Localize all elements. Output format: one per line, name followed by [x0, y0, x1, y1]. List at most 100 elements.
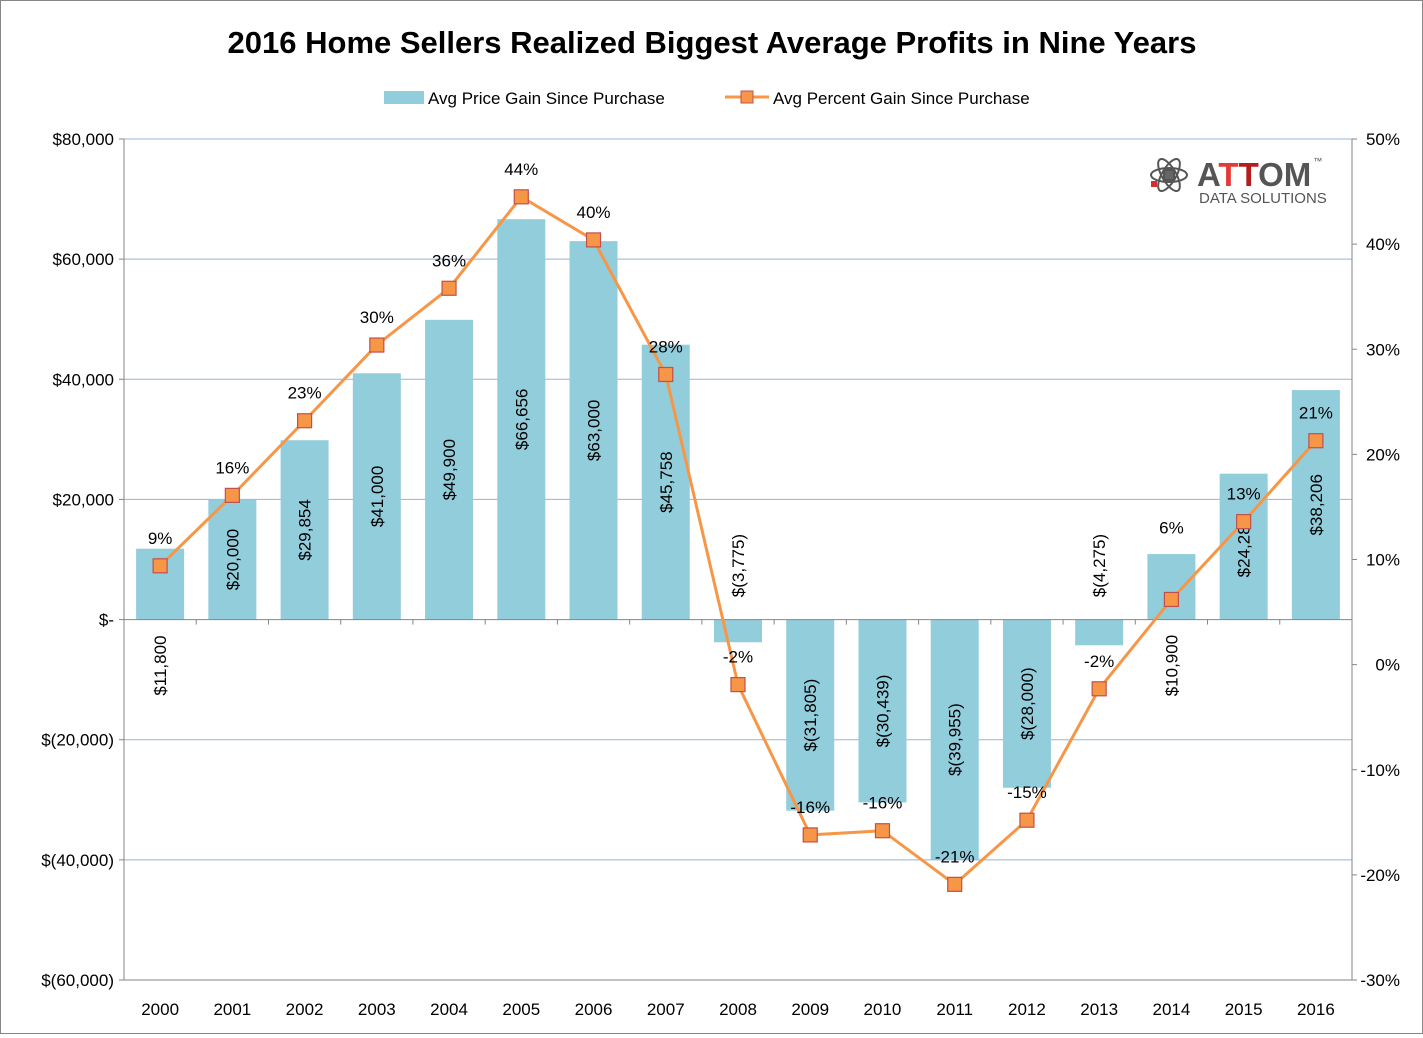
chart-title: 2016 Home Sellers Realized Biggest Avera… — [228, 25, 1197, 60]
bar-2010 — [858, 619, 907, 803]
percent-marker-2001 — [224, 487, 240, 503]
percent-label: 21% — [1299, 404, 1333, 423]
percent-label: -21% — [935, 847, 975, 866]
percent-label: 44% — [504, 160, 538, 179]
legend-label-line: Avg Percent Gain Since Purchase — [773, 89, 1030, 108]
bar-2004 — [425, 319, 474, 620]
bar-value-label: $(30,439) — [873, 675, 892, 748]
percent-label: -2% — [723, 648, 753, 667]
bar-2006 — [569, 241, 618, 620]
bar-2012 — [1002, 619, 1051, 788]
percent-marker-2006 — [585, 232, 602, 248]
percent-marker-2013 — [1091, 681, 1107, 697]
bar-2016 — [1291, 390, 1340, 620]
percent-marker-2009 — [802, 827, 818, 843]
right-tick-label: -20% — [1360, 866, 1400, 885]
x-tick-label: 2009 — [791, 1000, 829, 1019]
percent-label: 9% — [148, 529, 173, 548]
x-tick-label: 2015 — [1225, 1000, 1263, 1019]
percent-label: 23% — [288, 384, 322, 403]
x-tick-label: 2011 — [936, 1000, 973, 1019]
percent-label: 16% — [215, 458, 249, 477]
bar-value-label: $20,000 — [223, 529, 242, 590]
x-tick-label: 2005 — [502, 1000, 540, 1019]
percent-label: 6% — [1159, 518, 1184, 537]
right-tick-label: 20% — [1366, 445, 1400, 464]
attom-logo: ATTOM ™ DATA SOLUTIONS — [1150, 156, 1327, 207]
percent-marker-2011 — [947, 876, 963, 892]
bar-value-label: $(4,275) — [1090, 534, 1109, 597]
x-tick-label: 2006 — [575, 1000, 613, 1019]
percent-label: -16% — [790, 798, 830, 817]
percent-marker-2016 — [1308, 433, 1324, 449]
bar-2013 — [1075, 619, 1124, 646]
x-tick-label: 2002 — [286, 1000, 324, 1019]
percent-marker-2002 — [296, 413, 313, 429]
percent-label: -2% — [1084, 652, 1114, 671]
bar-value-label: $38,206 — [1307, 474, 1326, 535]
percent-label: 40% — [577, 203, 611, 222]
right-tick-label: 10% — [1366, 551, 1400, 570]
bar-value-label: $10,900 — [1162, 635, 1181, 696]
right-tick-label: 40% — [1366, 235, 1400, 254]
left-tick-label: $(20,000) — [41, 731, 114, 750]
bar-2005 — [497, 219, 546, 620]
percent-label: 28% — [649, 337, 683, 356]
percent-marker-2010 — [874, 823, 891, 839]
bar-value-label: $11,800 — [151, 635, 170, 695]
bar-2011 — [930, 619, 979, 860]
percent-marker-2012 — [1019, 812, 1035, 828]
percent-marker-2007 — [658, 366, 674, 383]
bar-2008 — [714, 619, 762, 643]
percent-label: -15% — [1007, 783, 1047, 802]
bar-2002 — [280, 440, 329, 620]
percent-marker-2015 — [1236, 514, 1252, 530]
percent-marker-2003 — [369, 337, 385, 353]
bar-value-label: $41,000 — [368, 466, 387, 527]
logo-subtitle: DATA SOLUTIONS — [1199, 190, 1327, 207]
bar-value-label: $63,000 — [585, 400, 604, 461]
bar-2009 — [786, 619, 835, 811]
bar-value-label: $24,288 — [1235, 516, 1254, 577]
left-tick-label: $60,000 — [53, 250, 114, 269]
x-tick-label: 2004 — [430, 1000, 468, 1019]
left-tick-label: $- — [99, 611, 114, 630]
bar-value-label: $(3,775) — [729, 534, 748, 597]
x-tick-label: 2013 — [1080, 1000, 1118, 1019]
percent-marker-2014 — [1163, 591, 1180, 608]
percent-marker-2008 — [730, 676, 746, 693]
bar-2003 — [352, 373, 401, 620]
bar-2007 — [641, 344, 690, 620]
left-tick-label: $20,000 — [53, 490, 114, 509]
bar-value-label: $(28,000) — [1018, 667, 1037, 740]
right-tick-label: 0% — [1375, 656, 1400, 675]
x-tick-label: 2012 — [1008, 1000, 1046, 1019]
bar-value-label: $(39,955) — [946, 703, 965, 776]
bar-2015 — [1219, 473, 1268, 620]
legend: Avg Price Gain Since Purchase Avg Percen… — [384, 89, 1030, 108]
right-tick-label: -10% — [1360, 761, 1400, 780]
left-tick-label: $80,000 — [53, 130, 114, 149]
percent-label: -16% — [863, 794, 903, 813]
logo-name: ATTOM — [1197, 156, 1311, 193]
x-tick-label: 2000 — [141, 1000, 179, 1019]
logo-tm: ™ — [1313, 156, 1322, 166]
x-tick-label: 2010 — [864, 1000, 902, 1019]
right-tick-label: 50% — [1366, 130, 1400, 149]
right-tick-label: 30% — [1366, 340, 1400, 359]
left-tick-label: $(40,000) — [41, 851, 114, 870]
bar-value-label: $49,900 — [440, 439, 459, 500]
right-tick-label: -30% — [1360, 971, 1400, 990]
legend-swatch-bar — [384, 91, 424, 104]
bar-value-label: $45,758 — [657, 451, 676, 512]
percent-label: 36% — [432, 251, 466, 270]
left-tick-label: $40,000 — [53, 370, 114, 389]
bar-value-label: $(31,805) — [801, 679, 820, 752]
percent-marker-2004 — [441, 280, 457, 296]
legend-label-bar: Avg Price Gain Since Purchase — [428, 89, 665, 108]
percent-label: 30% — [360, 308, 394, 327]
percent-marker-2005 — [513, 189, 529, 205]
bar-2001 — [208, 499, 257, 620]
